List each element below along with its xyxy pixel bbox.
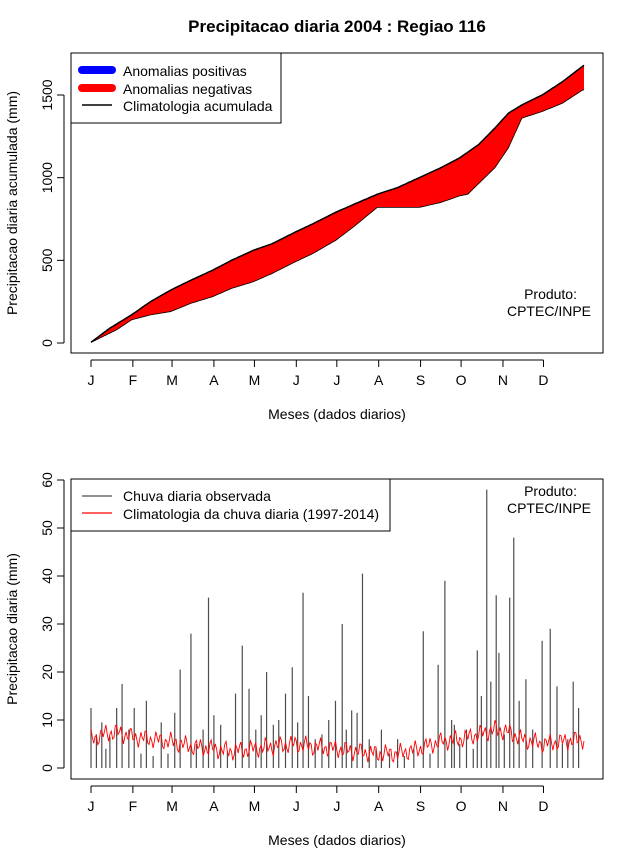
negative-anomaly-area — [91, 65, 584, 343]
accum-panel: 0 500 1000 1500 J F M A M J J A S O N D Anomalias posit… — [4, 52, 604, 422]
legend-observed-label: Chuva diaria observada — [123, 488, 271, 504]
x-tick-label-3: A — [209, 372, 219, 388]
observed-accum-line — [90, 89, 584, 343]
daily-panel: 0 10 20 30 40 50 60 J F M A M J J A S O N D Chuva diaria o… — [4, 472, 604, 848]
x-tick-label-9: O — [456, 372, 467, 388]
accum-xlabel: Meses (dados diarios) — [268, 406, 406, 422]
x-tick-label-4: M — [249, 798, 261, 814]
y-tick-label: 20 — [39, 664, 55, 680]
daily-xlabel: Meses (dados diarios) — [268, 832, 406, 848]
legend-climatology-label: Climatologia acumulada — [123, 98, 273, 114]
y-tick-label: 1000 — [39, 162, 55, 193]
daily-climatology-line — [90, 720, 585, 763]
climatology-accum-line — [90, 64, 585, 343]
x-tick-label-6: J — [333, 372, 340, 388]
daily-annotation-line2: CPTEC/INPE — [507, 500, 591, 516]
x-tick-label-8: S — [416, 798, 425, 814]
x-tick-label-11: D — [538, 798, 548, 814]
x-tick-label-5: J — [293, 372, 300, 388]
y-tick-label: 50 — [39, 520, 55, 536]
main-title: Precipitacao diaria 2004 : Regiao 116 — [188, 17, 486, 36]
x-tick-label-4: M — [249, 372, 261, 388]
accum-axes: 0 500 1000 1500 J F M A M J J A S O N D — [39, 79, 549, 388]
legend-positive-label: Anomalias positivas — [123, 63, 247, 79]
x-tick-label-0: J — [88, 372, 95, 388]
x-tick-label-11: D — [538, 372, 548, 388]
x-tick-label-1: F — [129, 798, 138, 814]
daily-ylabel: Precipitacao diaria (mm) — [4, 553, 20, 705]
x-tick-label-7: A — [374, 798, 384, 814]
daily-axes: 0 10 20 30 40 50 60 J F M A M J J A S O N D — [39, 472, 549, 814]
x-tick-label-5: J — [293, 798, 300, 814]
accum-legend: Anomalias positivas Anomalias negativas … — [70, 52, 282, 124]
accum-ylabel: Precipitacao diaria acumulada (mm) — [4, 91, 20, 315]
accum-plot-frame — [70, 52, 604, 354]
y-tick-label: 1500 — [39, 79, 55, 110]
x-tick-label-10: N — [498, 798, 508, 814]
legend-daily-clim-label: Climatologia da chuva diaria (1997-2014) — [123, 506, 379, 522]
y-tick-label: 0 — [39, 764, 55, 772]
x-tick-label-1: F — [129, 372, 138, 388]
x-tick-label-3: A — [209, 798, 219, 814]
daily-climatology — [90, 720, 585, 763]
daily-legend-box — [70, 478, 391, 532]
legend-negative-label: Anomalias negativas — [123, 81, 252, 97]
y-tick-label: 30 — [39, 616, 55, 632]
y-tick-label: 60 — [39, 472, 55, 488]
x-tick-label-2: M — [166, 798, 178, 814]
x-tick-label-9: O — [456, 798, 467, 814]
y-tick-label: 500 — [39, 248, 55, 272]
daily-legend: Chuva diaria observada Climatologia da c… — [70, 478, 391, 532]
x-tick-label-2: M — [166, 372, 178, 388]
y-tick-label: 40 — [39, 568, 55, 584]
y-tick-label: 0 — [39, 339, 55, 347]
x-tick-label-10: N — [498, 372, 508, 388]
x-tick-label-0: J — [88, 798, 95, 814]
y-tick-label: 10 — [39, 712, 55, 728]
accum-polygon — [90, 64, 585, 343]
x-tick-label-8: S — [416, 372, 425, 388]
daily-annotation-line1: Produto: — [524, 483, 577, 499]
accum-annotation-line1: Produto: — [524, 286, 577, 302]
x-tick-label-7: A — [374, 372, 384, 388]
accum-annotation-line2: CPTEC/INPE — [507, 303, 591, 319]
x-tick-label-6: J — [333, 798, 340, 814]
